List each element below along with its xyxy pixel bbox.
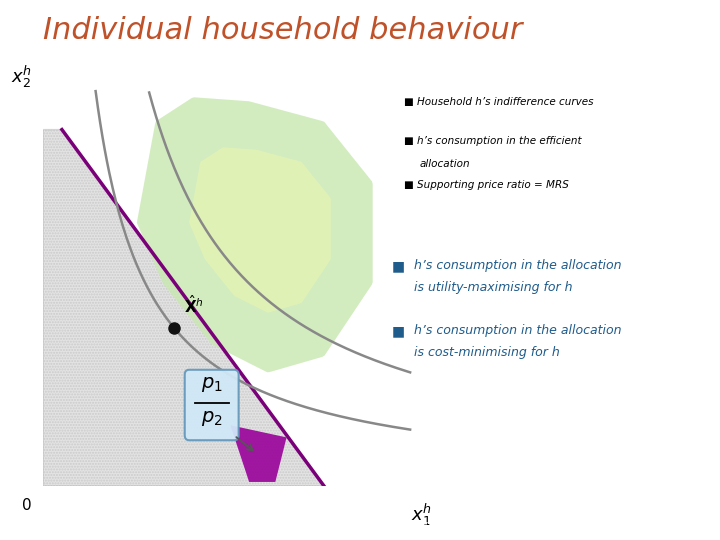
- Text: h’s consumption in the allocation: h’s consumption in the allocation: [414, 324, 621, 337]
- Polygon shape: [137, 97, 373, 372]
- Text: ■ Supporting price ratio = MRS: ■ Supporting price ratio = MRS: [405, 180, 569, 190]
- Polygon shape: [189, 147, 330, 313]
- Text: $x_2^h$: $x_2^h$: [11, 64, 32, 90]
- Text: $p_1$: $p_1$: [201, 375, 222, 394]
- Text: $\hat{\mathbf{X}}^h$: $\hat{\mathbf{X}}^h$: [184, 294, 204, 316]
- Text: allocation: allocation: [420, 159, 470, 169]
- Text: is utility-maximising for h: is utility-maximising for h: [414, 281, 572, 294]
- Text: Frank Cowell: Welfare Efficiency: Frank Cowell: Welfare Efficiency: [276, 520, 444, 530]
- Polygon shape: [230, 426, 287, 482]
- Text: 0: 0: [22, 498, 32, 513]
- Text: ■: ■: [392, 259, 410, 273]
- Text: ■ h’s consumption in the efficient: ■ h’s consumption in the efficient: [405, 136, 582, 146]
- Text: ■: ■: [392, 324, 410, 338]
- Text: Individual household behaviour: Individual household behaviour: [43, 16, 523, 45]
- Text: h’s consumption in the allocation: h’s consumption in the allocation: [414, 259, 621, 272]
- FancyBboxPatch shape: [185, 370, 238, 440]
- Text: $x_1^h$: $x_1^h$: [411, 502, 432, 529]
- Text: ■ Household h’s indifference curves: ■ Household h’s indifference curves: [405, 97, 594, 107]
- Text: 20: 20: [681, 518, 698, 532]
- Polygon shape: [43, 130, 324, 486]
- Text: $p_2$: $p_2$: [201, 409, 222, 428]
- Text: is cost-minimising for h: is cost-minimising for h: [414, 346, 559, 359]
- Text: Mani20082: Mani20082: [14, 520, 69, 530]
